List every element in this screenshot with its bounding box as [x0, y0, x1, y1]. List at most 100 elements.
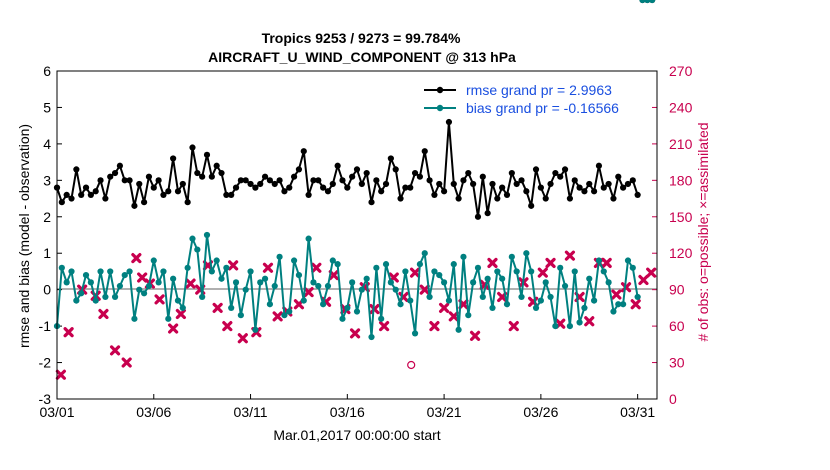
bias-marker — [329, 257, 336, 264]
bias-marker — [73, 297, 80, 304]
rmse-marker — [382, 180, 390, 188]
rmse-marker — [242, 177, 249, 184]
rmse-marker — [111, 169, 119, 177]
rmse-marker — [363, 169, 370, 177]
bias-marker — [416, 261, 424, 268]
legend: rmse grand pr = 2.9963 bias grand pr = -… — [424, 82, 619, 116]
bias-marker — [213, 257, 220, 264]
bias-marker — [92, 297, 99, 304]
bias-marker — [315, 282, 322, 290]
bias-marker — [426, 293, 433, 301]
bias-marker — [184, 264, 191, 271]
bias-marker — [223, 264, 230, 271]
rmse-marker — [532, 166, 540, 173]
bias-marker — [102, 293, 109, 301]
rmse-marker — [557, 173, 564, 180]
bias-marker — [261, 275, 269, 282]
bias-marker — [116, 282, 124, 290]
obs-assimilated-marker — [212, 302, 223, 313]
rmse-marker — [170, 155, 177, 162]
rmse-marker — [131, 202, 138, 209]
rmse-marker — [247, 180, 254, 188]
rmse-marker — [97, 177, 104, 184]
rmse-marker — [252, 184, 259, 191]
bias-marker — [242, 286, 249, 293]
bias-marker — [450, 261, 457, 268]
bias-marker — [82, 271, 90, 279]
rmse-marker — [634, 191, 641, 199]
rmse-marker — [82, 184, 90, 191]
bias-marker — [615, 301, 622, 308]
rmse-marker — [590, 188, 598, 195]
bias-marker — [247, 268, 254, 275]
y-tick-label: 5 — [43, 99, 51, 115]
rmse-marker — [436, 180, 443, 188]
bias-marker — [590, 297, 598, 304]
y-right-tick-label: 60 — [669, 318, 685, 334]
rmse-marker — [155, 177, 162, 184]
rmse-marker — [378, 188, 385, 195]
bias-marker — [537, 297, 544, 304]
bias-marker — [349, 279, 356, 286]
bias-marker — [266, 301, 274, 308]
obs-assimilated-marker — [448, 311, 459, 322]
y-axis-label-right: # of obs: o=possible; ×=assimilated — [695, 122, 711, 341]
y-tick-label: -2 — [39, 355, 52, 371]
bias-marker — [237, 312, 244, 319]
rmse-marker — [392, 166, 399, 173]
rmse-marker — [223, 191, 230, 199]
rmse-marker — [537, 184, 544, 191]
rmse-marker — [136, 180, 143, 188]
y-tick-label: 6 — [43, 63, 51, 79]
bias-marker — [595, 257, 603, 264]
rmse-marker — [620, 184, 627, 191]
rmse-marker — [358, 180, 365, 188]
rmse-marker — [145, 173, 153, 180]
bias-marker — [174, 297, 182, 304]
rmse-marker — [586, 180, 593, 188]
bias-marker — [470, 279, 477, 286]
bias-marker — [107, 268, 114, 275]
bias-marker — [586, 275, 593, 282]
bias-marker — [218, 275, 225, 282]
rmse-marker — [595, 162, 603, 169]
bias-marker — [378, 315, 385, 322]
bias-marker — [290, 257, 298, 264]
obs-assimilated-marker — [438, 302, 450, 313]
rmse-marker — [528, 202, 535, 209]
rmse-marker — [455, 195, 462, 202]
rmse-marker — [460, 177, 467, 184]
bias-marker — [557, 264, 564, 271]
rmse-marker — [92, 188, 99, 195]
obs-assimilated-marker — [121, 357, 132, 368]
rmse-marker — [450, 180, 457, 188]
bias-marker — [276, 253, 283, 260]
bias-marker — [136, 286, 143, 293]
bias-marker — [484, 275, 491, 282]
bias-marker — [344, 304, 351, 311]
rmse-marker — [174, 188, 182, 195]
rmse-marker — [237, 177, 244, 184]
bias-marker — [97, 268, 104, 275]
obs-assimilated-marker — [469, 330, 481, 341]
y-right-tick-label: 240 — [669, 99, 693, 115]
rmse-marker — [126, 177, 133, 184]
bias-marker — [542, 279, 549, 286]
bias-marker — [552, 323, 559, 330]
bias-marker — [605, 279, 612, 286]
rmse-marker — [266, 177, 274, 184]
bias-marker — [324, 282, 332, 290]
y-right-tick-label: 0 — [669, 391, 677, 407]
bias-marker — [334, 261, 341, 268]
rmse-marker — [63, 191, 70, 199]
obs-assimilated-marker — [349, 328, 361, 339]
rmse-marker — [295, 166, 303, 173]
rmse-marker — [474, 213, 482, 220]
rmse-marker — [58, 199, 65, 206]
bias-marker — [155, 279, 162, 286]
rmse-marker — [339, 177, 346, 184]
x-tick-label: 03/01 — [39, 404, 74, 420]
rmse-marker — [552, 169, 559, 177]
rmse-marker — [78, 191, 85, 199]
bias-marker — [363, 275, 370, 282]
